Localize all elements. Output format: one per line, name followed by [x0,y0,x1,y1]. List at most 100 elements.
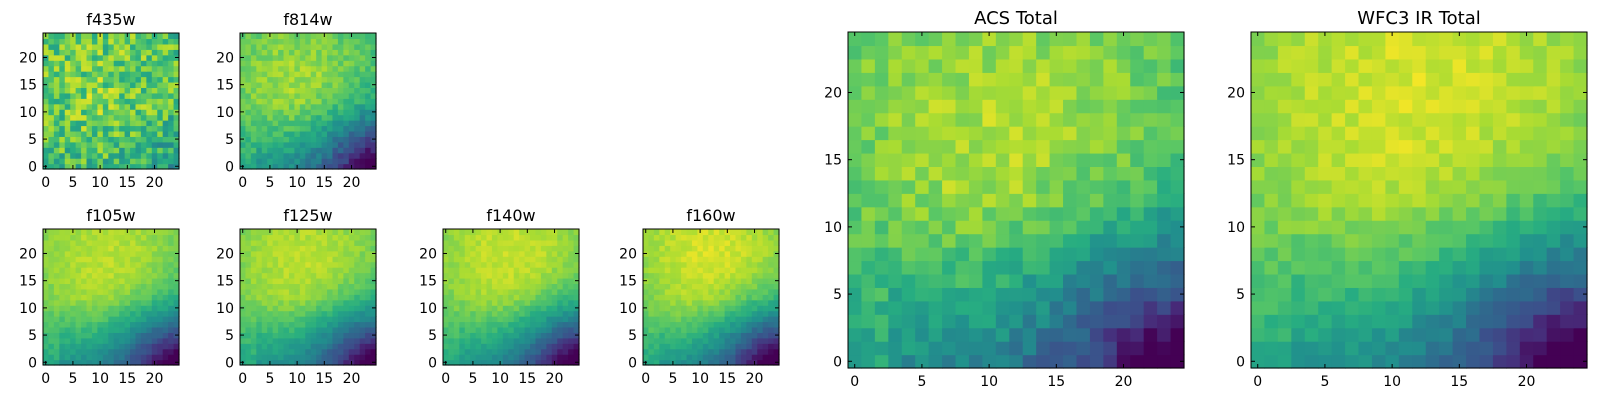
heatmap-cell [1412,179,1427,194]
heatmap-cell [1130,179,1145,194]
heatmap-cell [643,294,650,301]
heatmap-cell [551,332,558,339]
heatmap-cell [643,326,650,333]
y-tick-label: 20 [419,247,437,263]
heatmap-cell [113,245,120,252]
heatmap-cell [348,321,355,328]
heatmap-cell [1130,220,1145,235]
heatmap-cell [283,354,290,361]
heatmap-cell [1492,206,1507,221]
heatmap-cell [108,305,115,312]
heatmap-cell [135,54,142,61]
heatmap-cell [1573,206,1588,221]
heatmap-cell [681,310,688,317]
heatmap-cell [124,256,131,263]
heatmap-cell [713,277,720,284]
heatmap-cell [1076,314,1091,329]
heatmap-cell [130,229,137,236]
heatmap-cell [1170,220,1185,235]
heatmap-cell [557,239,564,246]
heatmap-cell [664,326,671,333]
heatmap-cell [64,98,71,105]
heatmap-cell [546,354,553,361]
heatmap-cell [982,233,997,248]
heatmap-cell [162,98,169,105]
heatmap-cell [337,98,344,105]
heatmap-cell [1251,247,1266,262]
heatmap-cell [119,103,126,110]
heatmap-cell [91,136,98,143]
heatmap-cell [861,327,876,342]
heatmap-cell [283,283,290,290]
heatmap-cell [81,33,88,40]
heatmap-cell [97,343,104,350]
heatmap-cell [1479,247,1494,262]
heatmap-cell [64,321,71,328]
heatmap-cell [108,98,115,105]
heatmap-cell [305,141,312,148]
heatmap-cell [562,245,569,252]
heatmap-cell [146,316,153,323]
heatmap-cell [1277,327,1292,342]
heatmap-cell [343,38,350,45]
heatmap-cell [557,261,564,268]
heatmap-cell [653,239,660,246]
heatmap-cell [348,103,355,110]
heatmap-cell [535,277,542,284]
heatmap-cell [762,299,769,306]
heatmap-cell [102,109,109,116]
heatmap-cell [1143,126,1158,141]
heatmap-cell [124,54,131,61]
heatmap-cell [464,256,471,263]
heatmap-cell [681,326,688,333]
heatmap-cell [370,98,377,105]
heatmap-cell [1318,166,1333,181]
heatmap-cell [173,321,180,328]
heatmap-cell [310,33,317,40]
heatmap-cell [261,152,268,159]
heatmap-cell [861,314,876,329]
heatmap-cell [697,261,704,268]
heatmap-cell [70,283,77,290]
heatmap-cell [1157,139,1172,154]
heatmap-cell [1049,112,1064,127]
heatmap-cell [124,60,131,67]
heatmap-cell [359,348,366,355]
heatmap-cell [491,299,498,306]
heatmap-cell [486,245,493,252]
heatmap-cell [719,239,726,246]
heatmap-cell [1546,179,1561,194]
heatmap-cell [708,321,715,328]
heatmap-cell [443,316,450,323]
heatmap-cell [343,234,350,241]
heatmap-cell [1318,247,1333,262]
heatmap-cell [955,45,970,60]
heatmap-cell [173,326,180,333]
heatmap-cell [64,310,71,317]
heatmap-cell [1533,327,1548,342]
heatmap-cell [1479,179,1494,194]
heatmap-cell [653,299,660,306]
y-tick-label: 0 [833,354,842,370]
heatmap-cell [250,49,257,56]
heatmap-cell [955,327,970,342]
heatmap-cell [261,229,268,236]
heatmap-cell [316,33,323,40]
heatmap-cell [113,92,120,99]
heatmap-cell [124,130,131,137]
heatmap-cell [1170,233,1185,248]
heatmap-cell [245,152,252,159]
heatmap-cell [888,139,903,154]
heatmap-cell [557,234,564,241]
heatmap-cell [942,179,957,194]
heatmap-cell [481,359,488,366]
heatmap-cell [551,245,558,252]
heatmap-cell [757,261,764,268]
heatmap-cell [261,261,268,268]
heatmap-cell [354,283,361,290]
heatmap-cell [130,343,137,350]
heatmap-cell [343,288,350,295]
heatmap-cell [108,299,115,306]
heatmap-cell [1291,327,1306,342]
